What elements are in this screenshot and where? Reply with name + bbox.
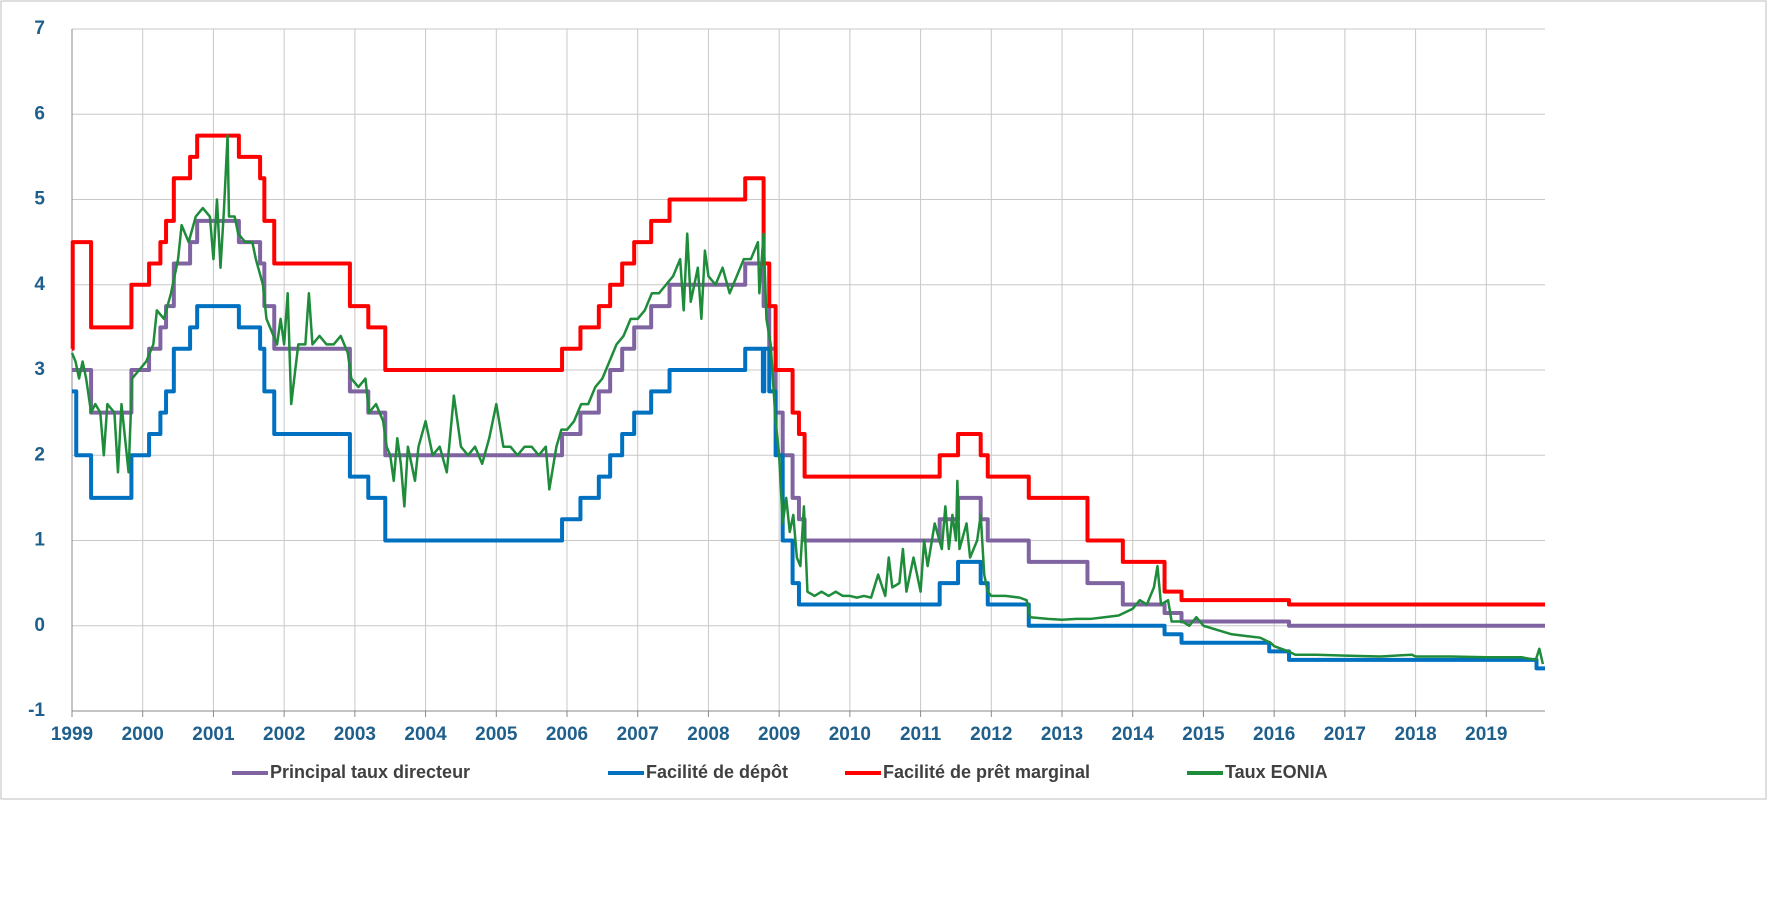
x-tick-label: 2015	[1182, 724, 1225, 745]
y-tick-label: 0	[34, 615, 45, 636]
y-tick-label: 4	[34, 274, 45, 295]
x-tick-label: 2016	[1253, 724, 1295, 745]
x-tick-label: 2018	[1394, 724, 1436, 745]
legend-label: Principal taux directeur	[270, 762, 470, 782]
y-tick-label: 5	[34, 189, 45, 210]
x-tick-label: 2008	[687, 724, 729, 745]
x-tick-label: 2000	[122, 724, 164, 745]
x-tick-label: 2014	[1112, 724, 1155, 745]
x-tick-label: 2005	[475, 724, 518, 745]
y-tick-label: 1	[34, 530, 45, 551]
x-tick-label: 2007	[617, 724, 659, 745]
x-tick-label: 2009	[758, 724, 800, 745]
x-tick-label: 2010	[829, 724, 871, 745]
y-tick-label: 7	[34, 18, 45, 39]
x-tick-label: 2013	[1041, 724, 1083, 745]
legend-label: Facilité de dépôt	[646, 762, 788, 782]
x-tick-label: 1999	[51, 724, 93, 745]
y-tick-label: -1	[28, 700, 45, 721]
legend-label: Facilité de prêt marginal	[883, 762, 1090, 782]
y-tick-label: 6	[34, 103, 45, 124]
x-tick-label: 2017	[1324, 724, 1366, 745]
x-tick-label: 2003	[334, 724, 376, 745]
chart-border	[0, 0, 1767, 800]
series-line	[70, 134, 1545, 665]
x-tick-label: 2001	[192, 724, 235, 745]
x-tick-label: 2012	[970, 724, 1012, 745]
x-tick-label: 2019	[1465, 724, 1507, 745]
series-line	[70, 133, 1545, 607]
series-line	[72, 304, 1545, 671]
y-tick-label: 2	[34, 444, 45, 465]
x-tick-label: 2004	[404, 724, 447, 745]
legend-label: Taux EONIA	[1225, 762, 1328, 782]
y-tick-label: 3	[34, 359, 45, 380]
x-tick-label: 2006	[546, 724, 588, 745]
x-tick-label: 2011	[900, 724, 942, 745]
x-tick-label: 2002	[263, 724, 305, 745]
series-line	[72, 218, 1545, 628]
